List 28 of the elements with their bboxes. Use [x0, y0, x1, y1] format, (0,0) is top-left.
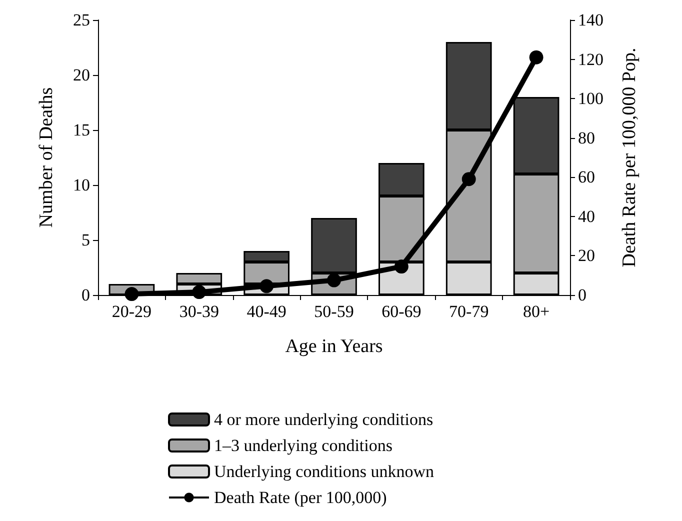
y2-tick-label: 0 — [578, 286, 586, 304]
x-tick-label: 20-29 — [112, 302, 152, 321]
legend-label: Underlying conditions unknown — [214, 462, 435, 481]
y-tick-label: 0 — [82, 286, 90, 304]
legend-label: 4 or more underlying conditions — [214, 410, 434, 429]
y2-tick-label: 140 — [578, 10, 604, 30]
y-tick-label: 20 — [73, 66, 90, 84]
y2-tick-label: 20 — [578, 246, 595, 266]
legend-label: 1–3 underlying conditions — [214, 436, 392, 455]
x-tick-label: 80+ — [522, 302, 550, 321]
x-tick-label: 70-79 — [449, 302, 489, 321]
y-tick-label: 25 — [73, 10, 90, 30]
x-tick-label: 50-59 — [314, 302, 354, 321]
y2-tick-label: 100 — [578, 89, 604, 108]
y-tick-label: 10 — [73, 176, 90, 194]
y-axis-title: Number of Deaths — [36, 87, 57, 228]
y2-axis-title: Death Rate per 100,000 Pop. — [619, 48, 640, 268]
y-tick-label: 5 — [82, 230, 90, 250]
y2-tick-label: 60 — [578, 168, 595, 187]
x-axis-title: Age in Years — [285, 336, 383, 357]
x-tick-label: 30-39 — [179, 302, 219, 321]
y2-tick-label: 120 — [578, 50, 604, 69]
y2-tick-label: 40 — [578, 206, 595, 226]
x-tick-label: 40-49 — [246, 302, 286, 321]
x-tick-label: 60-69 — [382, 302, 422, 321]
legend-label: Death Rate (per 100,000) — [214, 488, 387, 507]
y-tick-label: 15 — [73, 120, 90, 140]
y2-tick-label: 80 — [578, 128, 595, 148]
